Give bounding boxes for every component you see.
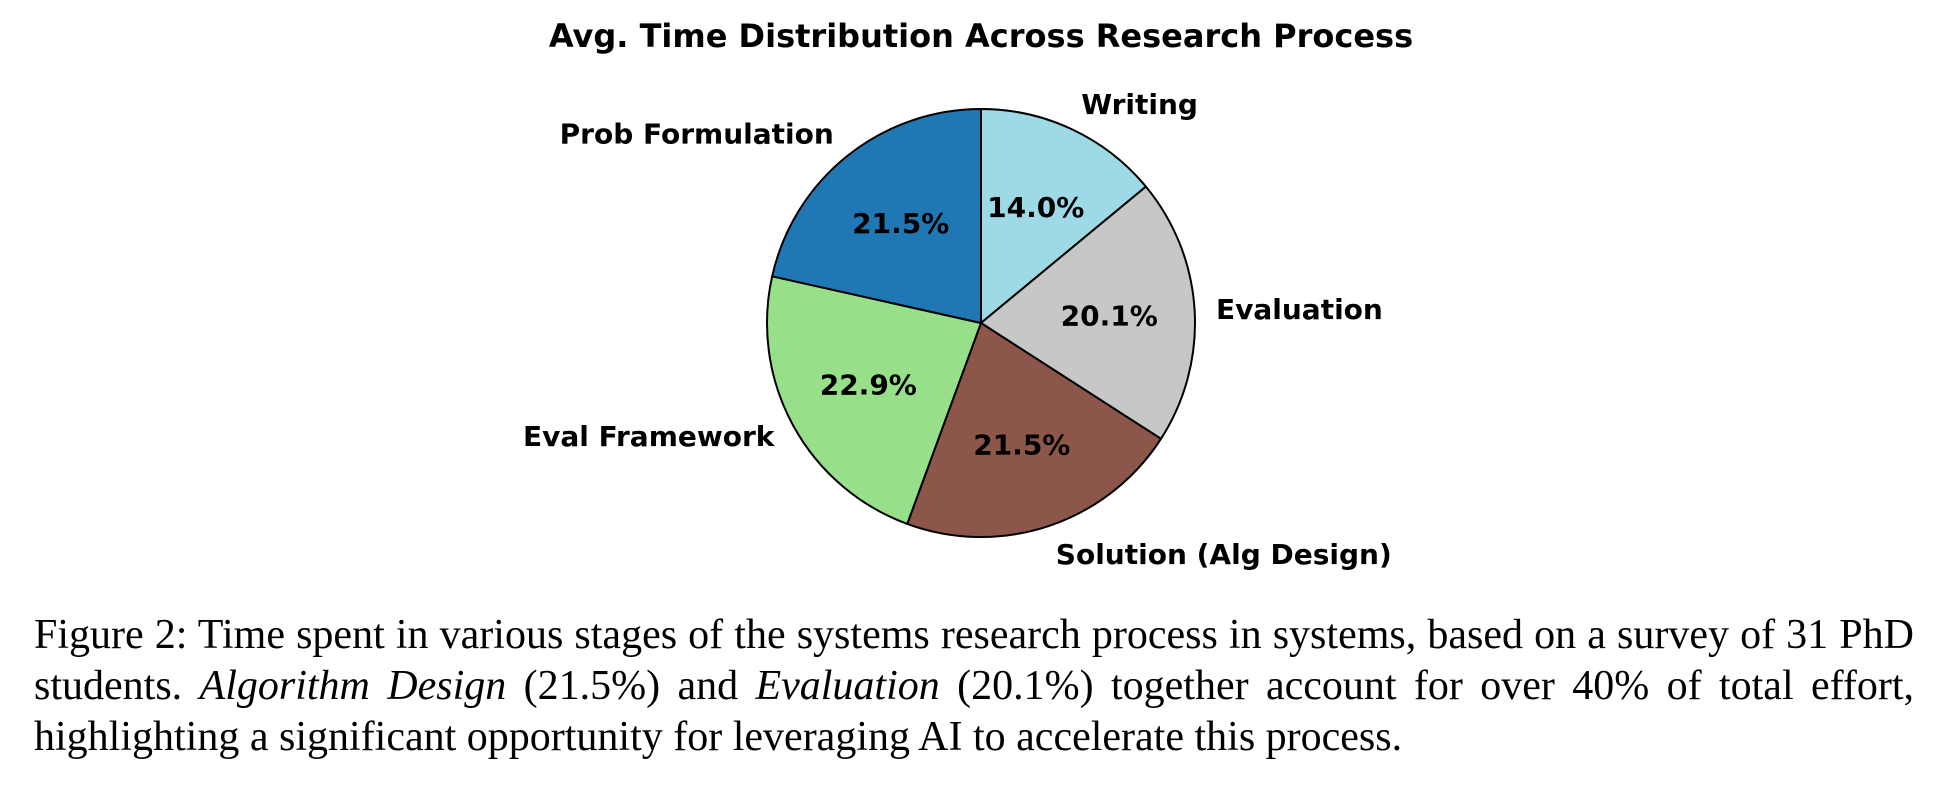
pie-chart-figure: Avg. Time Distribution Across Research P… [523, 17, 1413, 571]
chart-title: Avg. Time Distribution Across Research P… [549, 17, 1413, 55]
pie-chart: Avg. Time Distribution Across Research P… [523, 17, 1413, 571]
pie-percent-label-writing: 14.0% [987, 191, 1084, 224]
pie-category-label-writing: Writing [1081, 88, 1198, 121]
pie-slice-evaluation [980, 185, 1196, 440]
pie-slice-solution-alg-design [906, 322, 1162, 538]
pie-category-label-eval-framework: Eval Framework [523, 420, 776, 453]
pie-category-label-prob-formulation: Prob Formulation [560, 117, 834, 150]
pie-percent-label-prob-formulation: 21.5% [852, 207, 949, 240]
pie-category-label-evaluation: Evaluation [1216, 293, 1383, 326]
caption-emphasis-evaluation: Evaluation [755, 663, 940, 709]
pie-percent-label-evaluation: 20.1% [1061, 299, 1158, 332]
pie-slice-labels: Writing Evaluation Solution (Alg Design) Ev… [523, 88, 1392, 571]
pie-slice-prob-formulation [771, 108, 982, 324]
pie-percent-label-solution-alg-design: 21.5% [973, 429, 1070, 462]
pie-percent-label-eval-framework: 22.9% [820, 369, 917, 402]
pie-category-label-solution-alg-design: Solution (Alg Design) [1056, 538, 1392, 571]
pie-slice-writing [980, 108, 1147, 324]
caption-text-3: (20.1%) together account for over 40% of… [34, 663, 1914, 760]
pie-slice-eval-framework [766, 275, 982, 525]
pie-percent-labels: 14.0% 20.1% 21.5% 22.9% 21.5% [820, 191, 1158, 462]
caption-text-2: (21.5%) and [506, 663, 756, 709]
pie-slices [766, 108, 1196, 538]
figure-caption: Figure 2: Time spent in various stages o… [34, 610, 1914, 763]
caption-emphasis-algorithm-design: Algorithm Design [199, 663, 507, 709]
caption-text-1: Figure 2: Time spent in various stages o… [34, 612, 1914, 709]
